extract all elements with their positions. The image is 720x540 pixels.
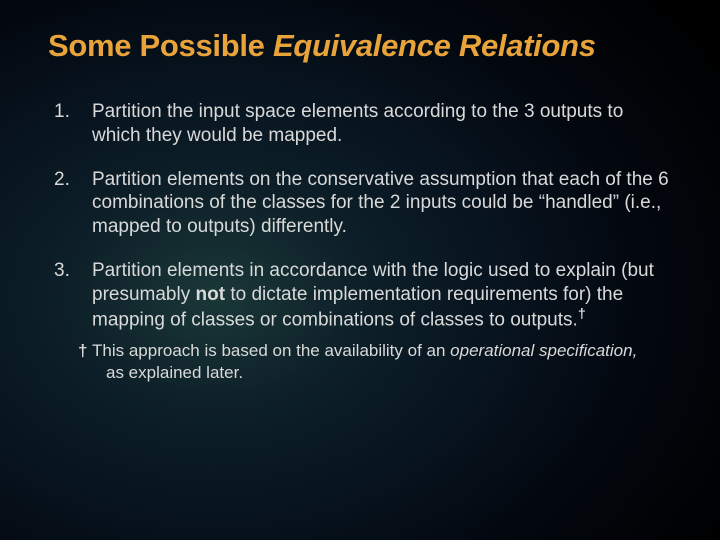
ordered-list: Partition the input space elements accor…	[48, 100, 672, 332]
footnote-dagger: †	[78, 340, 87, 361]
slide: Some Possible Equivalence Relations Part…	[0, 0, 720, 540]
list-item: Partition the input space elements accor…	[48, 100, 672, 148]
list-item: Partition elements on the conservative a…	[48, 168, 672, 239]
item3-bold: not	[196, 284, 226, 305]
footnote-italic: operational specification,	[450, 341, 637, 360]
title-part-2-italic: Equivalence Relations	[273, 28, 596, 63]
footnote: † This approach is based on the availabi…	[48, 340, 672, 383]
item-text: Partition elements on the conservative a…	[92, 169, 669, 238]
item-text: Partition the input space elements accor…	[92, 101, 623, 146]
footnote-part1: This approach is based on the availabili…	[92, 341, 450, 360]
footnote-part3: as explained later.	[92, 362, 672, 383]
list-item: Partition elements in accordance with th…	[48, 259, 672, 333]
title-part-1: Some Possible	[48, 28, 273, 63]
slide-title: Some Possible Equivalence Relations	[48, 28, 672, 64]
dagger-mark: †	[578, 306, 586, 322]
